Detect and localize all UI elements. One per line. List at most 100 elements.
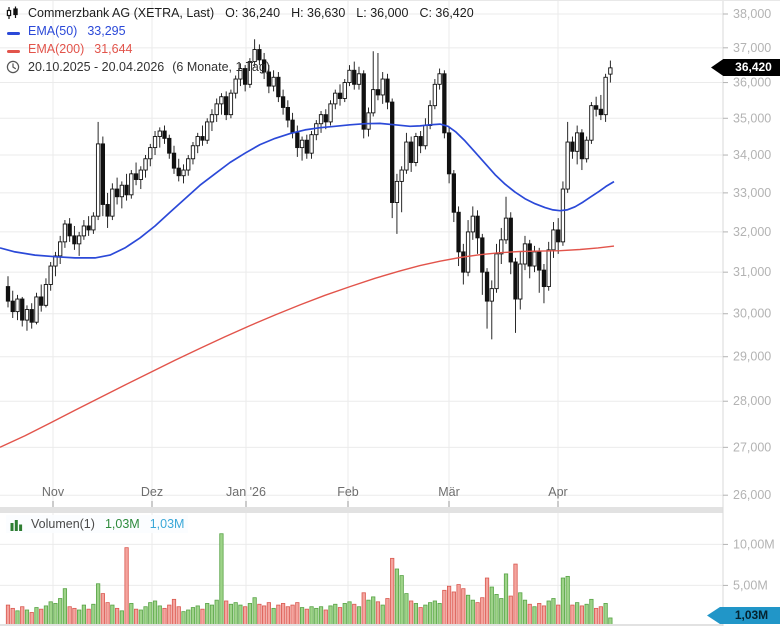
volume-bar[interactable] bbox=[280, 603, 286, 626]
candle[interactable] bbox=[499, 239, 504, 255]
volume-bar[interactable] bbox=[342, 603, 347, 626]
volume-bar[interactable] bbox=[162, 607, 167, 626]
candle[interactable] bbox=[318, 114, 324, 125]
legend-period-row[interactable]: 20.10.2025 - 20.04.2026 (6 Monate, 1 Tag… bbox=[6, 58, 474, 76]
candle-series[interactable] bbox=[5, 39, 613, 340]
volume-bar[interactable] bbox=[328, 605, 333, 626]
volume-bar[interactable] bbox=[285, 606, 290, 626]
volume-bar[interactable] bbox=[129, 603, 134, 626]
volume-bar[interactable] bbox=[513, 563, 518, 626]
candle[interactable] bbox=[456, 211, 461, 253]
volume-bar[interactable] bbox=[503, 573, 509, 626]
candle[interactable] bbox=[385, 78, 390, 103]
ema200-line[interactable] bbox=[0, 245, 615, 448]
candle[interactable] bbox=[105, 204, 110, 217]
volume-bar[interactable] bbox=[522, 599, 528, 626]
candle[interactable] bbox=[465, 231, 471, 273]
candle[interactable] bbox=[276, 76, 281, 98]
candle[interactable] bbox=[380, 78, 385, 96]
volume-bar[interactable] bbox=[276, 604, 281, 626]
candle[interactable] bbox=[20, 298, 25, 321]
candle[interactable] bbox=[67, 223, 72, 237]
volume-bar[interactable] bbox=[247, 603, 252, 626]
volume-bar[interactable] bbox=[489, 586, 494, 626]
volume-bar[interactable] bbox=[72, 607, 77, 626]
candle[interactable] bbox=[186, 158, 191, 171]
volume-bar[interactable] bbox=[494, 594, 499, 626]
volume-bar[interactable] bbox=[133, 608, 139, 626]
candle[interactable] bbox=[228, 92, 234, 116]
volume-bar[interactable] bbox=[337, 607, 343, 626]
volume-bar[interactable] bbox=[304, 608, 309, 626]
volume-bar[interactable] bbox=[119, 610, 124, 626]
volume-bar[interactable] bbox=[413, 603, 418, 626]
candle[interactable] bbox=[252, 49, 257, 63]
candle[interactable] bbox=[527, 243, 532, 267]
volume-bar[interactable] bbox=[318, 606, 324, 626]
volume-bar[interactable] bbox=[347, 601, 352, 626]
volume-bar[interactable] bbox=[138, 609, 143, 626]
volume-bar[interactable] bbox=[428, 602, 433, 626]
candle[interactable] bbox=[556, 229, 561, 243]
volume-bar[interactable] bbox=[257, 603, 262, 626]
candle[interactable] bbox=[95, 143, 101, 217]
volume-bar[interactable] bbox=[442, 589, 447, 626]
candle[interactable] bbox=[546, 249, 551, 288]
volume-bar[interactable] bbox=[594, 607, 599, 626]
volume-bar[interactable] bbox=[432, 600, 437, 626]
candle[interactable] bbox=[299, 139, 305, 149]
candle[interactable] bbox=[432, 83, 438, 107]
candle[interactable] bbox=[15, 298, 20, 313]
candle[interactable] bbox=[361, 73, 366, 130]
volume-bar[interactable] bbox=[399, 575, 404, 626]
candle[interactable] bbox=[200, 136, 205, 141]
candle[interactable] bbox=[503, 217, 509, 241]
volume-bar[interactable] bbox=[475, 602, 480, 626]
candle[interactable] bbox=[304, 139, 309, 154]
volume-bar[interactable] bbox=[551, 598, 556, 626]
volume-bar[interactable] bbox=[390, 557, 395, 626]
candle[interactable] bbox=[537, 251, 542, 271]
volume-bar[interactable] bbox=[470, 599, 475, 626]
volume-bar[interactable] bbox=[499, 598, 504, 626]
volume-bar[interactable] bbox=[575, 602, 580, 626]
volume-bar[interactable] bbox=[200, 608, 205, 626]
candle[interactable] bbox=[290, 119, 295, 134]
volume-bar[interactable] bbox=[91, 603, 96, 626]
volume-bar[interactable] bbox=[461, 588, 466, 626]
volume-bar[interactable] bbox=[546, 600, 551, 626]
candle[interactable] bbox=[76, 235, 82, 245]
volume-bar[interactable] bbox=[110, 604, 115, 626]
candle[interactable] bbox=[375, 89, 381, 96]
candle[interactable] bbox=[86, 225, 91, 231]
candle[interactable] bbox=[598, 108, 604, 116]
volume-bar[interactable] bbox=[157, 605, 162, 626]
volume-bar[interactable] bbox=[167, 604, 172, 626]
candle[interactable] bbox=[309, 134, 314, 154]
volume-bar[interactable] bbox=[404, 593, 409, 626]
candle[interactable] bbox=[257, 49, 262, 61]
volume-bar[interactable] bbox=[81, 604, 86, 626]
candle[interactable] bbox=[247, 61, 253, 85]
volume-bar[interactable] bbox=[579, 605, 585, 626]
candle[interactable] bbox=[72, 235, 77, 245]
candle[interactable] bbox=[114, 188, 120, 198]
volume-bar[interactable] bbox=[290, 604, 295, 626]
candle[interactable] bbox=[91, 215, 96, 231]
candle[interactable] bbox=[48, 265, 53, 285]
candle[interactable] bbox=[100, 143, 106, 205]
volume-bar[interactable] bbox=[589, 598, 594, 626]
candle[interactable] bbox=[366, 112, 371, 130]
volume-bar[interactable] bbox=[233, 602, 238, 626]
volume-bar[interactable] bbox=[143, 606, 148, 626]
candle[interactable] bbox=[418, 136, 423, 147]
volume-bar[interactable] bbox=[409, 600, 414, 626]
volume-bar[interactable] bbox=[29, 612, 34, 626]
candle[interactable] bbox=[579, 132, 585, 160]
candle[interactable] bbox=[541, 269, 547, 288]
volume-bar[interactable] bbox=[105, 602, 110, 626]
volume-bar[interactable] bbox=[333, 603, 338, 626]
candle[interactable] bbox=[29, 309, 34, 323]
candle[interactable] bbox=[404, 141, 409, 171]
volume-bar[interactable] bbox=[537, 603, 542, 626]
